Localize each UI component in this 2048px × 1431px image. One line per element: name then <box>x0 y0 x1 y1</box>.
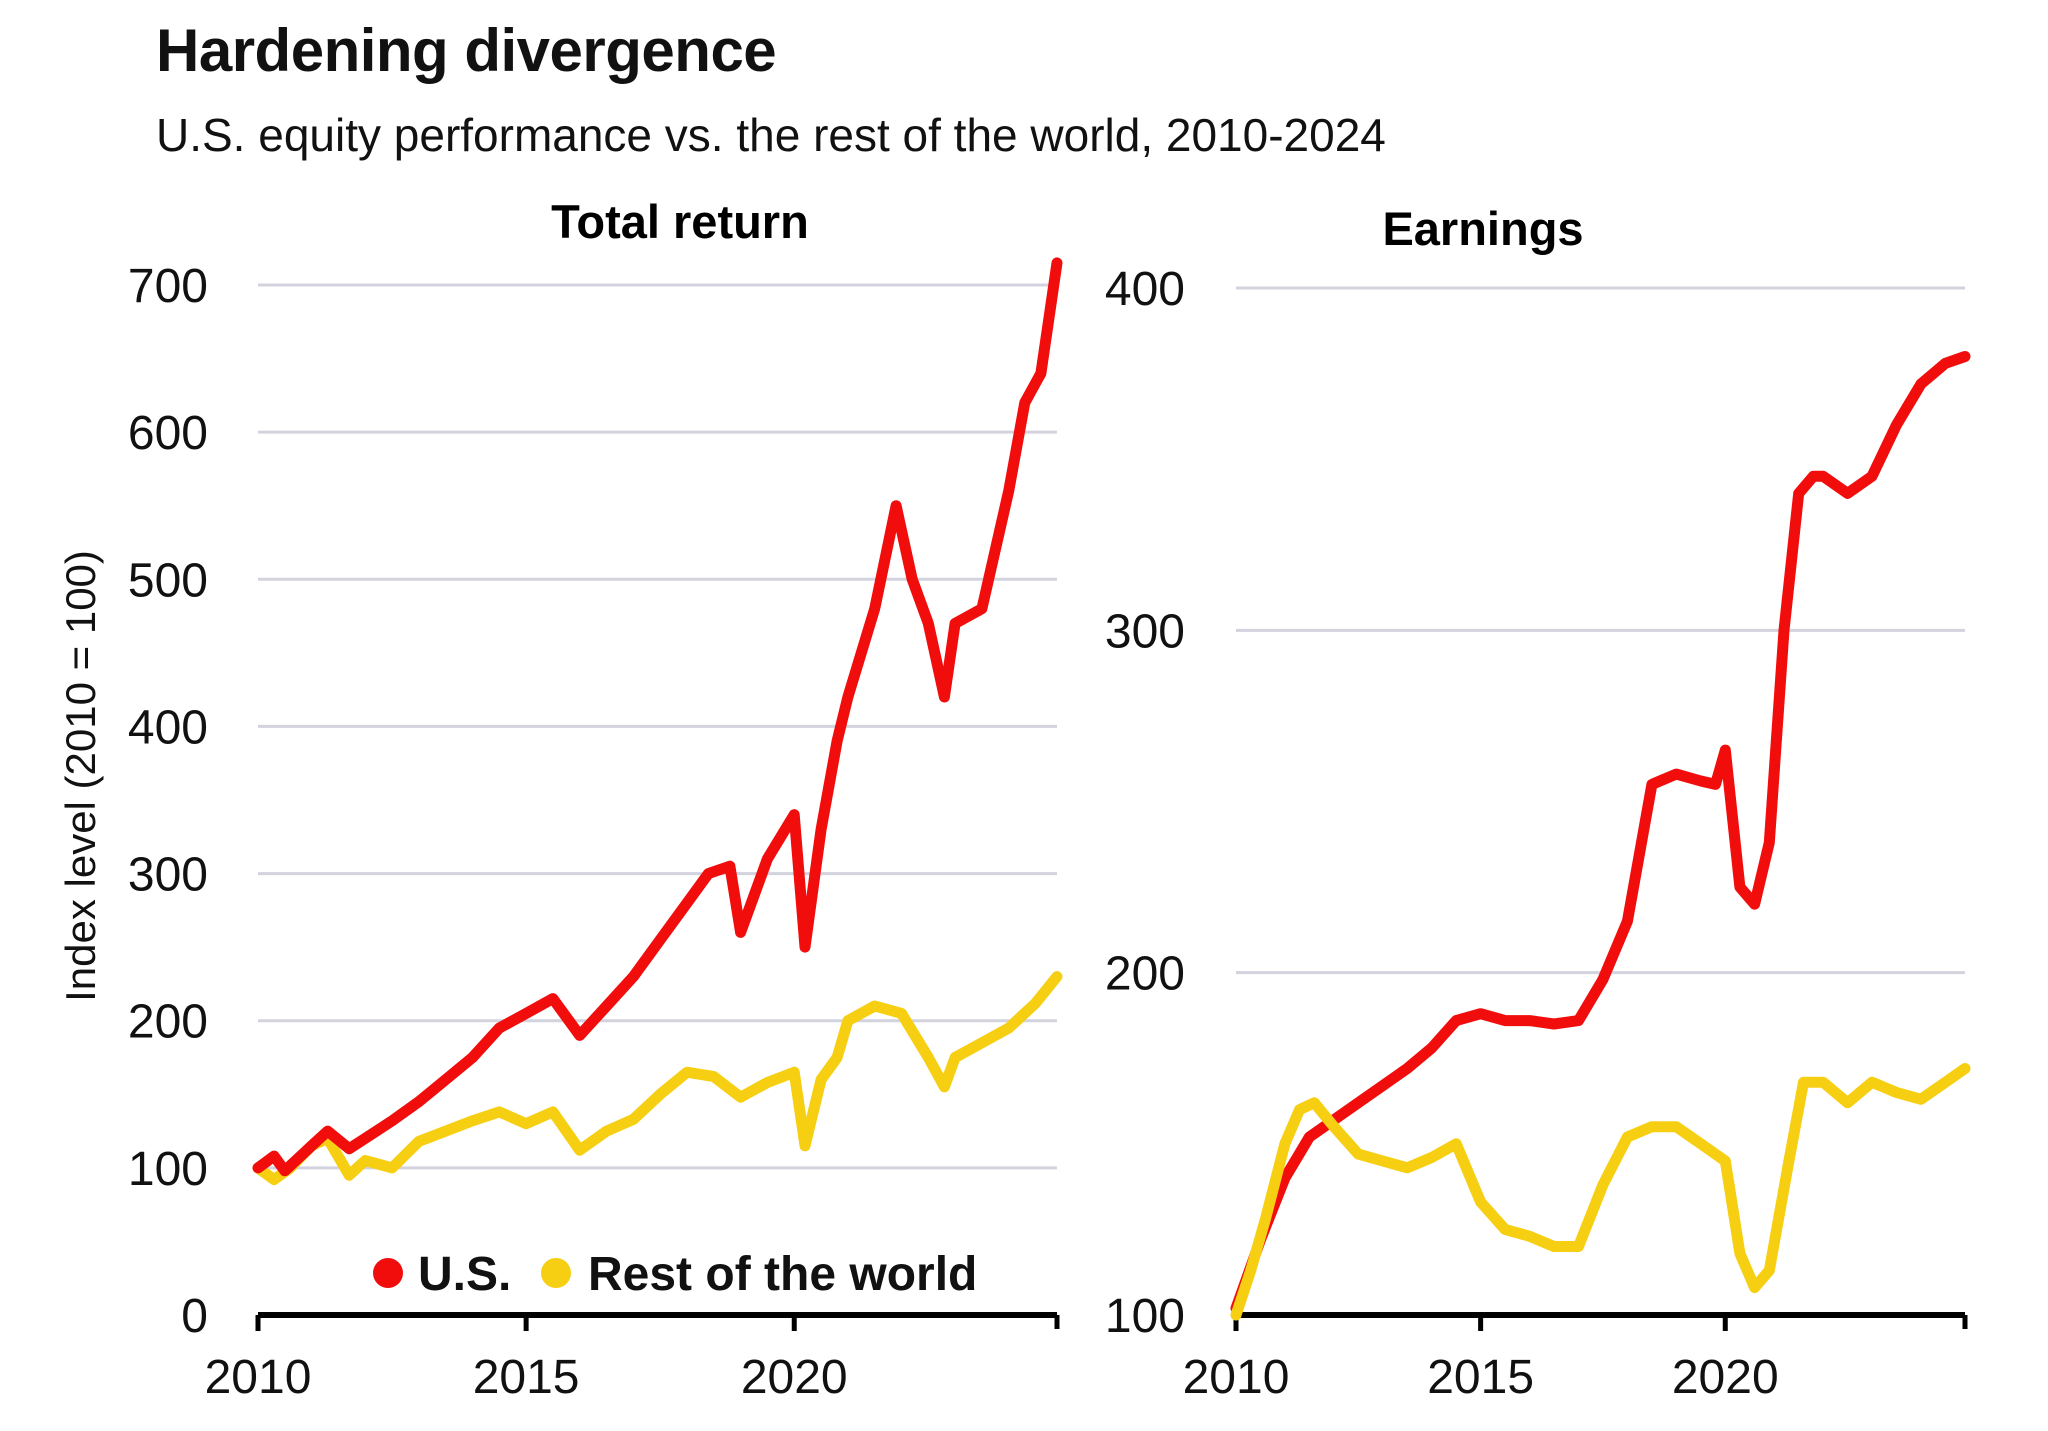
rest-of-world-line-0 <box>252 971 1063 1186</box>
total-return-y-ticks: 0 100 200 300 400 500 600 700 <box>128 260 208 1343</box>
legend-row-label: Rest of the world <box>588 1248 977 1301</box>
us-line-0 <box>252 257 1063 1177</box>
y-tick-label-200: 200 <box>128 996 208 1049</box>
y-tick-label-500: 500 <box>128 554 208 607</box>
legend-row-marker <box>541 1258 571 1288</box>
legend: U.S. Rest of the world <box>373 1248 977 1301</box>
y-tick-label-100: 100 <box>128 1143 208 1196</box>
chart-subtitle: U.S. equity performance vs. the rest of … <box>156 109 1386 161</box>
y-axis-label: Index level (2010 = 100) <box>57 550 104 1002</box>
y-tick-label-400: 400 <box>128 701 208 754</box>
x-tick-label-2015: 2015 <box>1427 1351 1534 1404</box>
y-tick-label-0: 0 <box>181 1290 208 1343</box>
x-tick-label-2020: 2020 <box>741 1351 848 1404</box>
total-return-series <box>252 257 1063 1186</box>
earnings-x-ticks: 2010 2015 2020 <box>1183 1312 1968 1404</box>
y-tick-label-600: 600 <box>128 407 208 460</box>
y-tick-label-300: 300 <box>128 849 208 902</box>
x-tick-label-2020: 2020 <box>1672 1351 1779 1404</box>
x-tick-label-2015: 2015 <box>473 1351 580 1404</box>
earnings-panel: Earnings 100 200 300 400 2010 2015 2020 <box>1105 202 1971 1404</box>
earnings-y-ticks: 100 200 300 400 <box>1105 263 1185 1343</box>
earnings-title: Earnings <box>1382 202 1583 255</box>
us-line-1 <box>1230 351 1971 1314</box>
chart-title: Hardening divergence <box>156 17 777 84</box>
legend-us-marker <box>373 1258 403 1288</box>
rest-of-world-line-1 <box>1230 1063 1971 1321</box>
earnings-series <box>1230 351 1971 1321</box>
y-tick-label-400: 400 <box>1105 263 1185 316</box>
total-return-x-ticks: 2010 2015 2020 <box>205 1312 1060 1404</box>
y-tick-label-100: 100 <box>1105 1290 1185 1343</box>
y-tick-label-200: 200 <box>1105 948 1185 1001</box>
x-tick-label-2010: 2010 <box>1183 1351 1290 1404</box>
earnings-gridlines <box>1236 286 1965 975</box>
y-tick-label-300: 300 <box>1105 605 1185 658</box>
y-tick-label-700: 700 <box>128 260 208 313</box>
total-return-panel: Total return 0 100 200 300 400 500 600 700 2010… <box>57 195 1063 1404</box>
total-return-title: Total return <box>551 195 809 248</box>
total-return-gridlines <box>258 283 1057 1170</box>
x-tick-label-2010: 2010 <box>205 1351 312 1404</box>
legend-us-label: U.S. <box>418 1248 511 1301</box>
